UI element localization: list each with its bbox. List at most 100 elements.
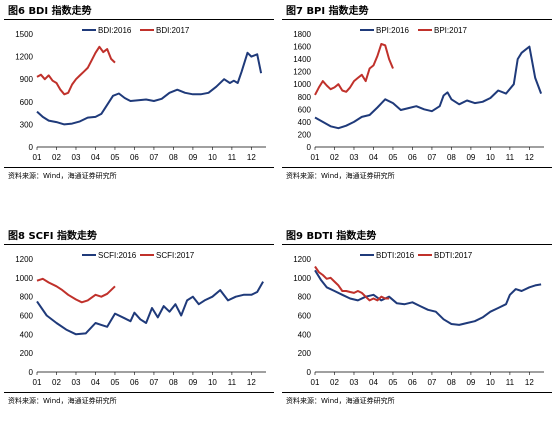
x-tick-label: 08 (447, 378, 456, 387)
source-note: 资料来源：Wind，海通证券研究所 (8, 397, 117, 405)
series-line-2017 (36, 277, 116, 304)
x-tick-label: 12 (525, 153, 534, 162)
x-tick-label: 01 (33, 378, 42, 387)
x-tick-label: 06 (408, 153, 417, 162)
title-divider (282, 19, 552, 20)
x-tick-label: 02 (330, 378, 339, 387)
y-tick-label: 1500 (15, 30, 33, 39)
source-divider (282, 392, 552, 393)
x-tick-label: 08 (169, 378, 178, 387)
series-line-2017 (314, 43, 394, 96)
x-tick-label: 01 (311, 153, 320, 162)
x-tick-label: 12 (247, 153, 256, 162)
y-tick-label: 1600 (293, 43, 311, 52)
series-line-2016 (314, 269, 542, 326)
x-tick-label: 08 (169, 153, 178, 162)
y-tick-label: 1200 (15, 255, 33, 264)
series-line-2017 (314, 265, 390, 302)
x-tick-label: 12 (525, 378, 534, 387)
y-tick-label: 600 (298, 105, 312, 114)
x-tick-label: 10 (486, 153, 495, 162)
x-tick-label: 05 (111, 378, 120, 387)
y-tick-label: 0 (307, 143, 312, 152)
x-tick-label: 11 (228, 378, 237, 387)
x-tick-label: 01 (311, 378, 320, 387)
chart-panel-bpi: 图7 BPI 指数走势 0 200 400 600 800 1000 1200 1400 160… (282, 2, 552, 197)
source-note: 资料来源：Wind，海通证券研究所 (286, 172, 395, 180)
y-tick-label: 800 (20, 293, 34, 302)
y-tick-label: 1000 (15, 274, 33, 283)
chart-title: 图8 SCFI 指数走势 (8, 231, 98, 242)
x-tick-label: 02 (52, 378, 61, 387)
chart-title: 图6 BDI 指数走势 (8, 6, 92, 17)
scfi-line-chart: 0 200 400 600 800 1000 1200 01 02 03 04 05 06 07 08 09 1… (15, 251, 266, 387)
series-line-2016 (36, 51, 263, 126)
bpi-line-chart: 0 200 400 600 800 1000 1200 1400 1600 1800 01 02 03 0… (293, 26, 544, 162)
chart-title: 图9 BDTI 指数走势 (286, 231, 377, 242)
y-tick-label: 0 (29, 143, 34, 152)
x-tick-label: 03 (72, 378, 81, 387)
y-tick-label: 1200 (293, 255, 311, 264)
y-tick-label: 1800 (293, 30, 311, 39)
x-tick-label: 05 (111, 153, 120, 162)
y-tick-label: 900 (20, 75, 34, 84)
legend-label: BDTI:2017 (434, 251, 473, 260)
chart-panel-bdti: 图9 BDTI 指数走势 0 200 400 600 800 1000 1200 01 02 03… (282, 227, 552, 422)
y-tick-label: 1000 (293, 274, 311, 283)
x-tick-label: 05 (389, 153, 398, 162)
x-tick-label: 04 (91, 153, 100, 162)
x-tick-label: 03 (350, 378, 359, 387)
y-tick-label: 600 (20, 312, 34, 321)
legend-label: BDI:2016 (98, 26, 132, 35)
x-tick-label: 07 (427, 378, 436, 387)
x-tick-label: 03 (72, 153, 81, 162)
chart-panel-bdi: 图6 BDI 指数走势 0 300 600 900 1200 1500 01 02 03 04 05… (4, 2, 274, 197)
title-divider (282, 244, 552, 245)
x-tick-label: 06 (130, 378, 139, 387)
x-tick-label: 06 (130, 153, 139, 162)
y-tick-label: 800 (298, 93, 312, 102)
legend-label: BDI:2017 (156, 26, 190, 35)
source-note: 资料来源：Wind，海通证券研究所 (8, 172, 117, 180)
source-divider (4, 392, 274, 393)
x-tick-label: 10 (208, 153, 217, 162)
y-tick-label: 1400 (293, 55, 311, 64)
x-tick-label: 09 (188, 153, 197, 162)
y-tick-label: 0 (307, 368, 312, 377)
y-tick-label: 1200 (293, 68, 311, 77)
x-tick-label: 09 (466, 153, 475, 162)
chart-title: 图7 BPI 指数走势 (286, 6, 369, 17)
y-tick-label: 600 (20, 98, 34, 107)
x-tick-label: 06 (408, 378, 417, 387)
x-tick-label: 02 (330, 153, 339, 162)
y-tick-label: 800 (298, 293, 312, 302)
x-tick-label: 10 (486, 378, 495, 387)
y-tick-label: 600 (298, 312, 312, 321)
bdti-line-chart: 0 200 400 600 800 1000 1200 01 02 03 04 05 06 07 08 09 1… (293, 251, 544, 387)
x-tick-label: 04 (369, 153, 378, 162)
bdi-line-chart: 0 300 600 900 1200 1500 01 02 03 04 05 06 07 08 09 10 11… (15, 26, 266, 162)
y-tick-label: 400 (298, 118, 312, 127)
x-tick-label: 08 (447, 153, 456, 162)
x-tick-label: 02 (52, 153, 61, 162)
x-tick-label: 10 (208, 378, 217, 387)
series-line-2016 (314, 45, 543, 130)
x-tick-label: 01 (33, 153, 42, 162)
y-tick-label: 200 (298, 130, 312, 139)
x-tick-label: 07 (149, 378, 158, 387)
x-tick-label: 05 (389, 378, 398, 387)
x-tick-label: 09 (466, 378, 475, 387)
y-tick-label: 200 (20, 349, 34, 358)
source-divider (282, 167, 552, 168)
x-tick-label: 11 (506, 378, 515, 387)
title-divider (4, 244, 274, 245)
series-line-2016 (36, 281, 264, 336)
y-tick-label: 300 (20, 120, 34, 129)
x-tick-label: 03 (350, 153, 359, 162)
legend-label: BPI:2017 (434, 26, 467, 35)
source-note: 资料来源：Wind，海通证券研究所 (286, 397, 395, 405)
source-divider (4, 167, 274, 168)
x-tick-label: 11 (506, 153, 515, 162)
legend-label: SCFI:2016 (98, 251, 137, 260)
y-tick-label: 1200 (15, 53, 33, 62)
